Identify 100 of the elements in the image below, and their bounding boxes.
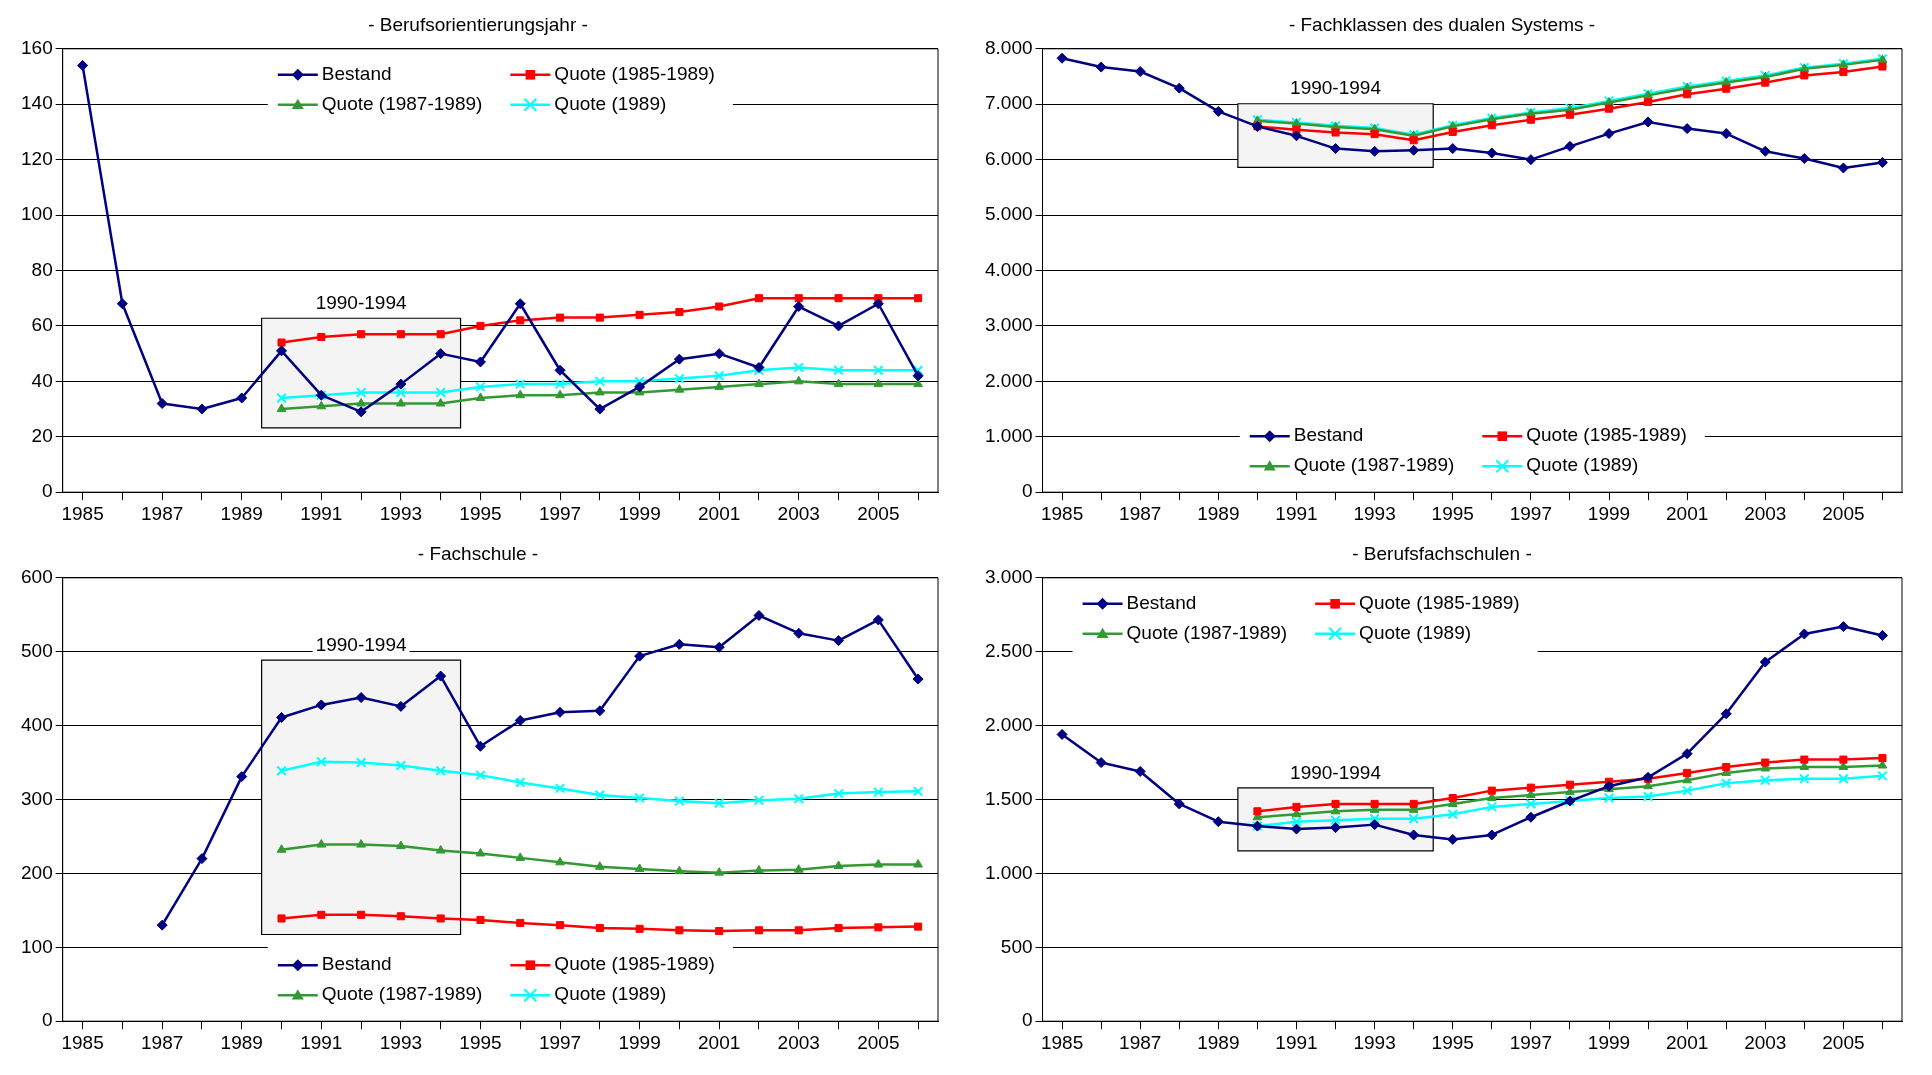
y-tick-label: 160 [21, 37, 53, 59]
y-tick-label: 1.000 [985, 425, 1033, 447]
x-tick-label: 2001 [698, 502, 741, 524]
y-tick-label: 2.000 [985, 713, 1033, 735]
chart-title: - Fachklassen des dualen Systems - [1288, 13, 1596, 35]
y-tick-label: 0 [42, 1009, 53, 1031]
x-tick-label: 1995 [459, 502, 502, 524]
legend-label: Bestand [321, 953, 392, 975]
y-tick-label: 0 [1021, 1009, 1033, 1031]
x-tick-label: 1999 [1587, 1031, 1631, 1053]
y-tick-label: 500 [21, 639, 53, 661]
x-tick-label: 1997 [538, 502, 582, 524]
x-tick-label: 2005 [857, 1031, 900, 1053]
x-tick-label: 1999 [1587, 502, 1631, 524]
y-tick-label: 140 [21, 92, 53, 114]
y-tick-label: 100 [21, 935, 53, 957]
y-tick-label: 6.000 [985, 147, 1033, 169]
legend-label: Quote (1989) [1359, 622, 1472, 644]
y-tick-label: 200 [21, 861, 53, 883]
band-label: 1990-1994 [315, 633, 407, 655]
x-tick-label: 1987 [141, 1031, 184, 1053]
y-tick-label: 100 [21, 203, 53, 225]
y-tick-label: 60 [31, 314, 53, 336]
band-label: 1990-1994 [1290, 761, 1382, 783]
x-tick-label: 1991 [300, 1031, 343, 1053]
x-tick-label: 2001 [698, 1031, 741, 1053]
legend-label: Quote (1989) [554, 983, 667, 1005]
y-tick-label: 5.000 [985, 203, 1033, 225]
y-tick-label: 8.000 [985, 37, 1033, 59]
x-tick-label: 1989 [220, 1031, 263, 1053]
x-tick-label: 1993 [379, 502, 423, 524]
y-tick-label: 2.500 [985, 639, 1033, 661]
chart-title: - Berufsfachschulen - [1352, 542, 1532, 564]
y-tick-label: 1.000 [985, 861, 1033, 883]
legend-label: Quote (1985-1989) [1359, 592, 1520, 614]
x-tick-label: 1985 [1040, 1031, 1084, 1053]
y-tick-label: 300 [21, 787, 53, 809]
y-tick-label: 0 [1021, 480, 1033, 502]
y-tick-label: 120 [21, 147, 53, 169]
x-tick-label: 1989 [220, 502, 263, 524]
band-label: 1990-1994 [315, 291, 407, 313]
y-tick-label: 40 [31, 369, 53, 391]
legend-label: Quote (1987-1989) [1126, 622, 1288, 644]
x-tick-label: 1999 [618, 502, 661, 524]
x-tick-label: 1999 [618, 1031, 661, 1053]
legend-label: Bestand [1126, 592, 1197, 614]
y-tick-label: 3.000 [985, 566, 1033, 588]
y-tick-label: 400 [21, 713, 53, 735]
x-tick-label: 1989 [1197, 502, 1240, 524]
x-tick-label: 2003 [1744, 502, 1787, 524]
y-tick-label: 500 [1000, 935, 1033, 957]
x-tick-label: 1995 [459, 1031, 502, 1053]
x-tick-label: 1995 [1431, 502, 1474, 524]
y-tick-label: 20 [31, 425, 53, 447]
y-tick-label: 7.000 [985, 92, 1033, 114]
y-tick-label: 600 [21, 566, 53, 588]
y-tick-label: 2.000 [985, 369, 1033, 391]
x-tick-label: 1993 [1353, 1031, 1396, 1053]
chart-title: - Fachschule - [417, 542, 539, 564]
x-tick-label: 1991 [1275, 1031, 1318, 1053]
legend-label: Quote (1985-1989) [1526, 424, 1687, 446]
x-tick-label: 2003 [777, 502, 820, 524]
x-tick-label: 1991 [300, 502, 343, 524]
chart-title: - Berufsorientierungsjahr - [368, 13, 588, 35]
legend-label: Bestand [1293, 424, 1364, 446]
x-tick-label: 1987 [1119, 1031, 1162, 1053]
band-label: 1990-1994 [1290, 77, 1382, 99]
x-tick-label: 2001 [1666, 502, 1709, 524]
x-tick-label: 1985 [61, 1031, 104, 1053]
x-tick-label: 1985 [1040, 502, 1084, 524]
x-tick-label: 2001 [1666, 1031, 1709, 1053]
x-tick-label: 1987 [141, 502, 184, 524]
x-tick-label: 1997 [1509, 1031, 1553, 1053]
y-tick-label: 80 [31, 258, 53, 280]
x-tick-label: 1997 [1509, 502, 1553, 524]
y-tick-label: 4.000 [985, 258, 1033, 280]
legend-label: Quote (1987-1989) [1293, 454, 1455, 476]
x-tick-label: 1987 [1119, 502, 1162, 524]
legend-label: Quote (1985-1989) [554, 63, 715, 85]
legend-label: Quote (1985-1989) [554, 953, 715, 975]
y-tick-label: 3.000 [985, 314, 1033, 336]
x-tick-label: 2005 [857, 502, 900, 524]
x-tick-label: 1995 [1431, 1031, 1474, 1053]
x-tick-label: 2005 [1822, 1031, 1865, 1053]
y-tick-label: 0 [42, 480, 53, 502]
x-tick-label: 1993 [379, 1031, 423, 1053]
x-tick-label: 1993 [1353, 502, 1396, 524]
legend-label: Quote (1989) [554, 93, 667, 115]
x-tick-label: 1989 [1197, 1031, 1240, 1053]
legend-label: Quote (1987-1989) [321, 93, 483, 115]
x-tick-label: 1997 [538, 1031, 582, 1053]
legend-label: Quote (1989) [1526, 454, 1639, 476]
x-tick-label: 1991 [1275, 502, 1318, 524]
x-tick-label: 1985 [61, 502, 104, 524]
legend-label: Bestand [321, 63, 392, 85]
x-tick-label: 2003 [1744, 1031, 1787, 1053]
x-tick-label: 2003 [777, 1031, 820, 1053]
x-tick-label: 2005 [1822, 502, 1865, 524]
legend-label: Quote (1987-1989) [321, 983, 483, 1005]
y-tick-label: 1.500 [985, 787, 1033, 809]
